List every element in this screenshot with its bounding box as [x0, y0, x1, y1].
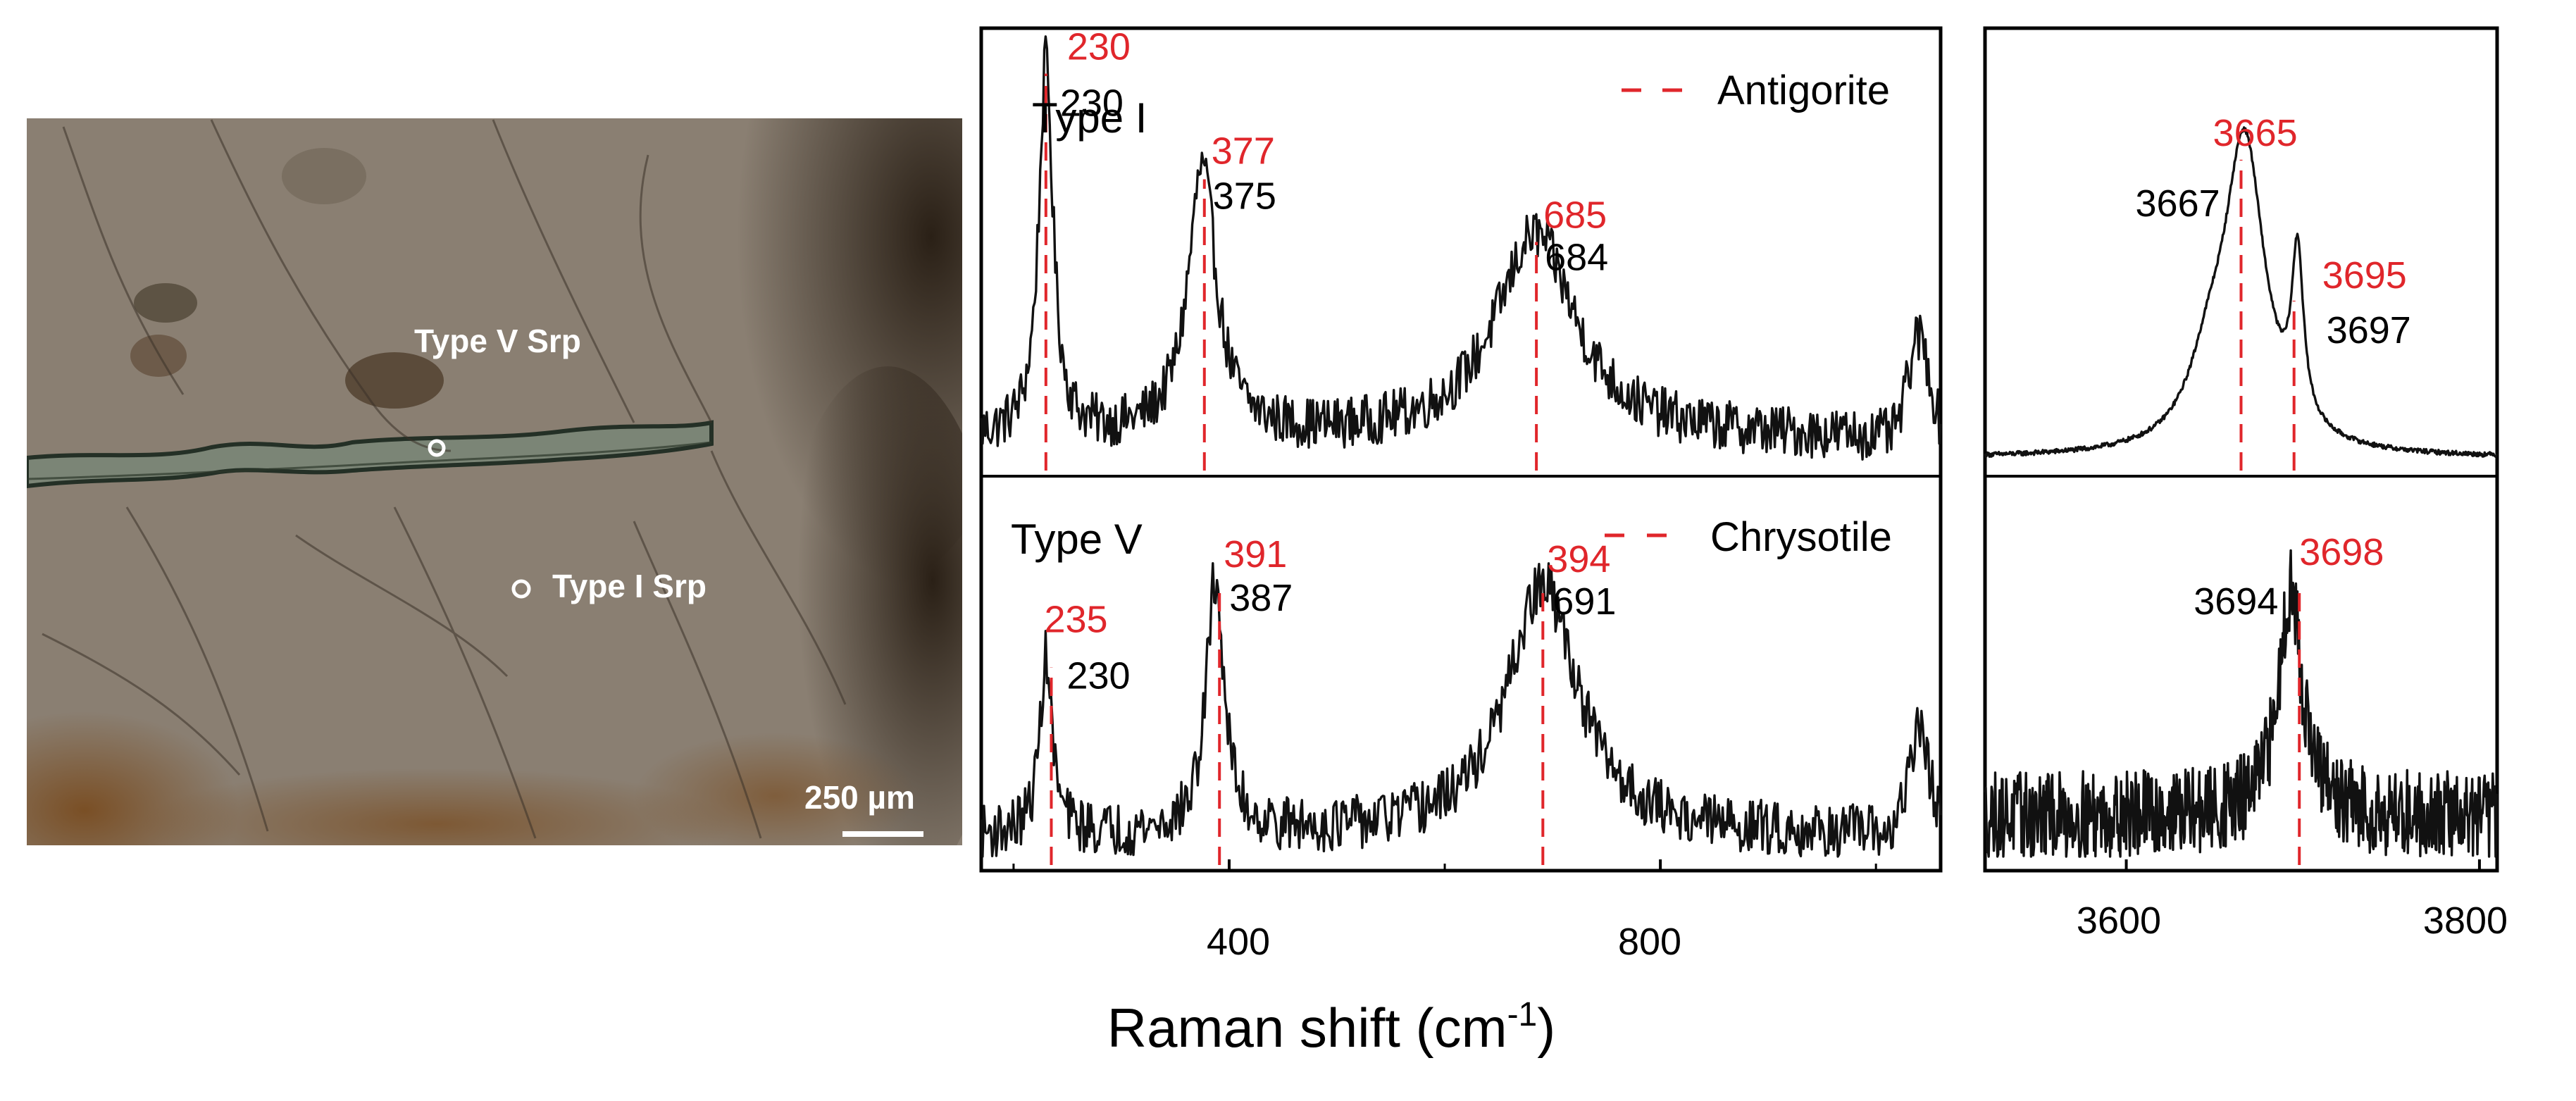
reference-peak-label: 230	[1067, 25, 1131, 68]
panel-oh-bottom: 3698 3694	[1984, 531, 2499, 865]
measured-peak-label: 691	[1553, 580, 1616, 623]
reference-peak-label: 3698	[2299, 531, 2384, 573]
tick-label-3800: 3800	[2423, 900, 2508, 942]
measured-peak-label: 3694	[2194, 580, 2278, 623]
legend-chrysotile: Chrysotile	[1710, 514, 1892, 560]
micrograph-photo: Type V Srp Type I Srp 250 µm	[27, 118, 962, 845]
spectrum-line	[980, 35, 1942, 461]
right-x-ticks	[2124, 859, 2481, 871]
fractures	[42, 119, 847, 839]
measured-peak-label: 684	[1545, 237, 1608, 279]
reference-peak-label: 3695	[2322, 254, 2407, 297]
scale-bar-label: 250 µm	[804, 779, 915, 816]
type-v-marker	[428, 439, 446, 457]
measured-peak-label: 375	[1213, 175, 1276, 218]
right-frame	[1983, 26, 2499, 873]
spectrum-line	[1984, 549, 2499, 858]
middle-frame	[979, 26, 1943, 873]
measured-peak-label: 230	[1060, 82, 1124, 124]
measured-peak-label: 3697	[2327, 309, 2411, 352]
tick-label-3600: 3600	[2077, 900, 2161, 942]
panel-oh-top: 3665 3667 3695 3697	[1984, 112, 2499, 471]
measured-peak-label: 387	[1229, 577, 1293, 619]
reference-peak-label: 391	[1224, 533, 1287, 576]
x-axis-title: Raman shift (cm-1)	[1107, 996, 1555, 1059]
reference-peak-label: 394	[1547, 538, 1610, 580]
reference-peak-label: 3665	[2213, 112, 2298, 154]
type-i-marker	[511, 579, 531, 599]
reference-peak-label: 235	[1044, 599, 1107, 641]
measured-peak-label: 3667	[2136, 182, 2220, 225]
legend-antigorite: Antigorite	[1717, 68, 1890, 113]
grain	[345, 352, 444, 409]
type-v-srp-label: Type V Srp	[414, 323, 581, 359]
spectrum-line	[1984, 126, 2499, 459]
panel-label-type-i: Type I	[1032, 94, 1147, 142]
tick-label-800: 800	[1618, 921, 1681, 963]
middle-x-ticks	[1012, 859, 1877, 871]
reference-peak-label: 377	[1212, 130, 1275, 173]
measured-peak-label: 230	[1066, 655, 1130, 697]
tick-label-400: 400	[1207, 921, 1270, 963]
type-i-srp-label: Type I Srp	[552, 568, 707, 604]
panel-label-type-v: Type V	[1011, 516, 1143, 563]
scale-bar	[842, 831, 923, 837]
reference-peak-label: 685	[1543, 194, 1607, 237]
spectrum-line	[980, 562, 1942, 858]
